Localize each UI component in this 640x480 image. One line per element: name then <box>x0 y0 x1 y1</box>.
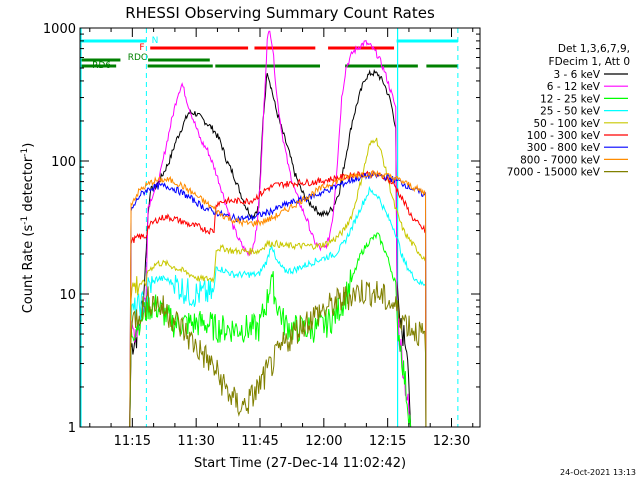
y-tick-label-1: 10 <box>59 288 76 303</box>
x-tick-label-3: 12:00 <box>305 434 342 449</box>
series-line-0 <box>129 68 412 428</box>
night-boundary-lines <box>80 28 459 427</box>
legend-label-8: 7000 - 15000 keV <box>507 167 601 179</box>
series-line-1 <box>129 30 412 428</box>
plot-frame <box>79 27 481 428</box>
flag-label-flare: F <box>139 43 144 53</box>
x-tick-label-2: 11:45 <box>241 434 278 449</box>
legend-label-5: 100 - 300 keV <box>527 130 601 142</box>
series-line-4 <box>129 137 427 428</box>
y-axis: 1 10 100 1000 <box>43 22 480 436</box>
x-axis-label: Start Time (27-Dec-14 11:02:42) <box>194 456 406 471</box>
legend-label-7: 800 - 7000 keV <box>520 154 601 166</box>
y-tick-label-2: 100 <box>51 155 76 170</box>
x-tick-label-4: 12:15 <box>369 434 406 449</box>
y-tick-label-3: 1000 <box>43 22 76 37</box>
legend-label-0: 3 - 6 keV <box>553 69 600 81</box>
series-line-2 <box>129 232 412 428</box>
y-tick-label-0: 1 <box>68 421 76 436</box>
legend-label-2: 12 - 25 keV <box>540 93 601 105</box>
y-axis-label: Count Rate (s-1 detector-1) <box>20 143 36 314</box>
legend: Det 1,3,6,7,9, FDecim 1, Att 0 3 - 6 keV… <box>507 43 630 179</box>
series-line-7 <box>129 170 427 428</box>
flag-label-rd6: RD6 <box>92 61 111 71</box>
series-line-3 <box>129 185 427 428</box>
chart-title: RHESSI Observing Summary Count Rates <box>125 4 435 22</box>
legend-label-4: 50 - 100 keV <box>533 118 600 130</box>
flag-label-night: N <box>152 36 159 46</box>
flag-label-rdo: RDO <box>128 53 148 63</box>
x-tick-label-5: 12:30 <box>433 434 470 449</box>
legend-label-1: 6 - 12 keV <box>547 81 601 93</box>
legend-label-3: 25 - 50 keV <box>540 106 601 118</box>
legend-label-6: 300 - 800 keV <box>527 142 601 154</box>
series-line-5 <box>129 169 427 428</box>
legend-header-line-1: Det 1,3,6,7,9, <box>558 43 630 55</box>
x-tick-label-1: 11:30 <box>177 434 214 449</box>
series-line-8 <box>129 279 427 428</box>
x-axis: 11:15 11:30 11:45 12:00 12:15 12:30 <box>89 28 474 449</box>
legend-header-line-2: FDecim 1, Att 0 <box>549 56 630 68</box>
series-lines <box>129 30 427 428</box>
render-timestamp: 24-Oct-2021 13:13 <box>560 468 636 477</box>
x-tick-label-0: 11:15 <box>114 434 151 449</box>
